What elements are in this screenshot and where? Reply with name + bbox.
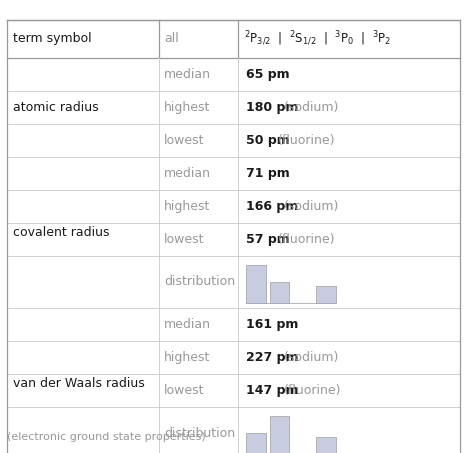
Text: lowest: lowest bbox=[164, 384, 205, 397]
Text: 50 pm: 50 pm bbox=[247, 134, 290, 147]
Text: 71 pm: 71 pm bbox=[247, 167, 290, 180]
Text: median: median bbox=[164, 67, 212, 81]
Bar bbox=[270, 282, 290, 303]
Text: 161 pm: 161 pm bbox=[247, 318, 299, 331]
Text: atomic radius: atomic radius bbox=[13, 101, 98, 114]
Text: (fluorine): (fluorine) bbox=[278, 134, 335, 147]
Text: distribution: distribution bbox=[164, 427, 235, 440]
Bar bbox=[317, 437, 336, 453]
Text: median: median bbox=[164, 167, 212, 180]
Text: 57 pm: 57 pm bbox=[247, 233, 290, 246]
Text: covalent radius: covalent radius bbox=[13, 226, 109, 239]
Text: median: median bbox=[164, 318, 212, 331]
Text: highest: highest bbox=[164, 200, 211, 213]
Text: (sodium): (sodium) bbox=[284, 351, 339, 364]
Bar bbox=[247, 265, 266, 303]
Text: $^2\mathrm{P}_{3/2}$  |  $^2\mathrm{S}_{1/2}$  |  $^3\mathrm{P}_0$  |  $^3\mathr: $^2\mathrm{P}_{3/2}$ | $^2\mathrm{S}_{1/… bbox=[244, 30, 391, 48]
Text: (fluorine): (fluorine) bbox=[278, 233, 335, 246]
Text: (fluorine): (fluorine) bbox=[284, 384, 341, 397]
Text: all: all bbox=[164, 33, 179, 45]
Text: 180 pm: 180 pm bbox=[247, 101, 299, 114]
Text: (sodium): (sodium) bbox=[284, 101, 339, 114]
Text: highest: highest bbox=[164, 351, 211, 364]
Text: highest: highest bbox=[164, 101, 211, 114]
Bar bbox=[247, 433, 266, 453]
Text: 166 pm: 166 pm bbox=[247, 200, 299, 213]
Text: lowest: lowest bbox=[164, 134, 205, 147]
Text: 147 pm: 147 pm bbox=[247, 384, 299, 397]
Text: 65 pm: 65 pm bbox=[247, 67, 290, 81]
Bar bbox=[270, 416, 290, 453]
Bar bbox=[317, 286, 336, 303]
Text: 227 pm: 227 pm bbox=[247, 351, 299, 364]
Text: (electronic ground state properties): (electronic ground state properties) bbox=[7, 432, 206, 442]
Text: distribution: distribution bbox=[164, 275, 235, 289]
Text: term symbol: term symbol bbox=[13, 33, 91, 45]
Text: (sodium): (sodium) bbox=[284, 200, 339, 213]
Text: van der Waals radius: van der Waals radius bbox=[13, 377, 144, 390]
Text: lowest: lowest bbox=[164, 233, 205, 246]
